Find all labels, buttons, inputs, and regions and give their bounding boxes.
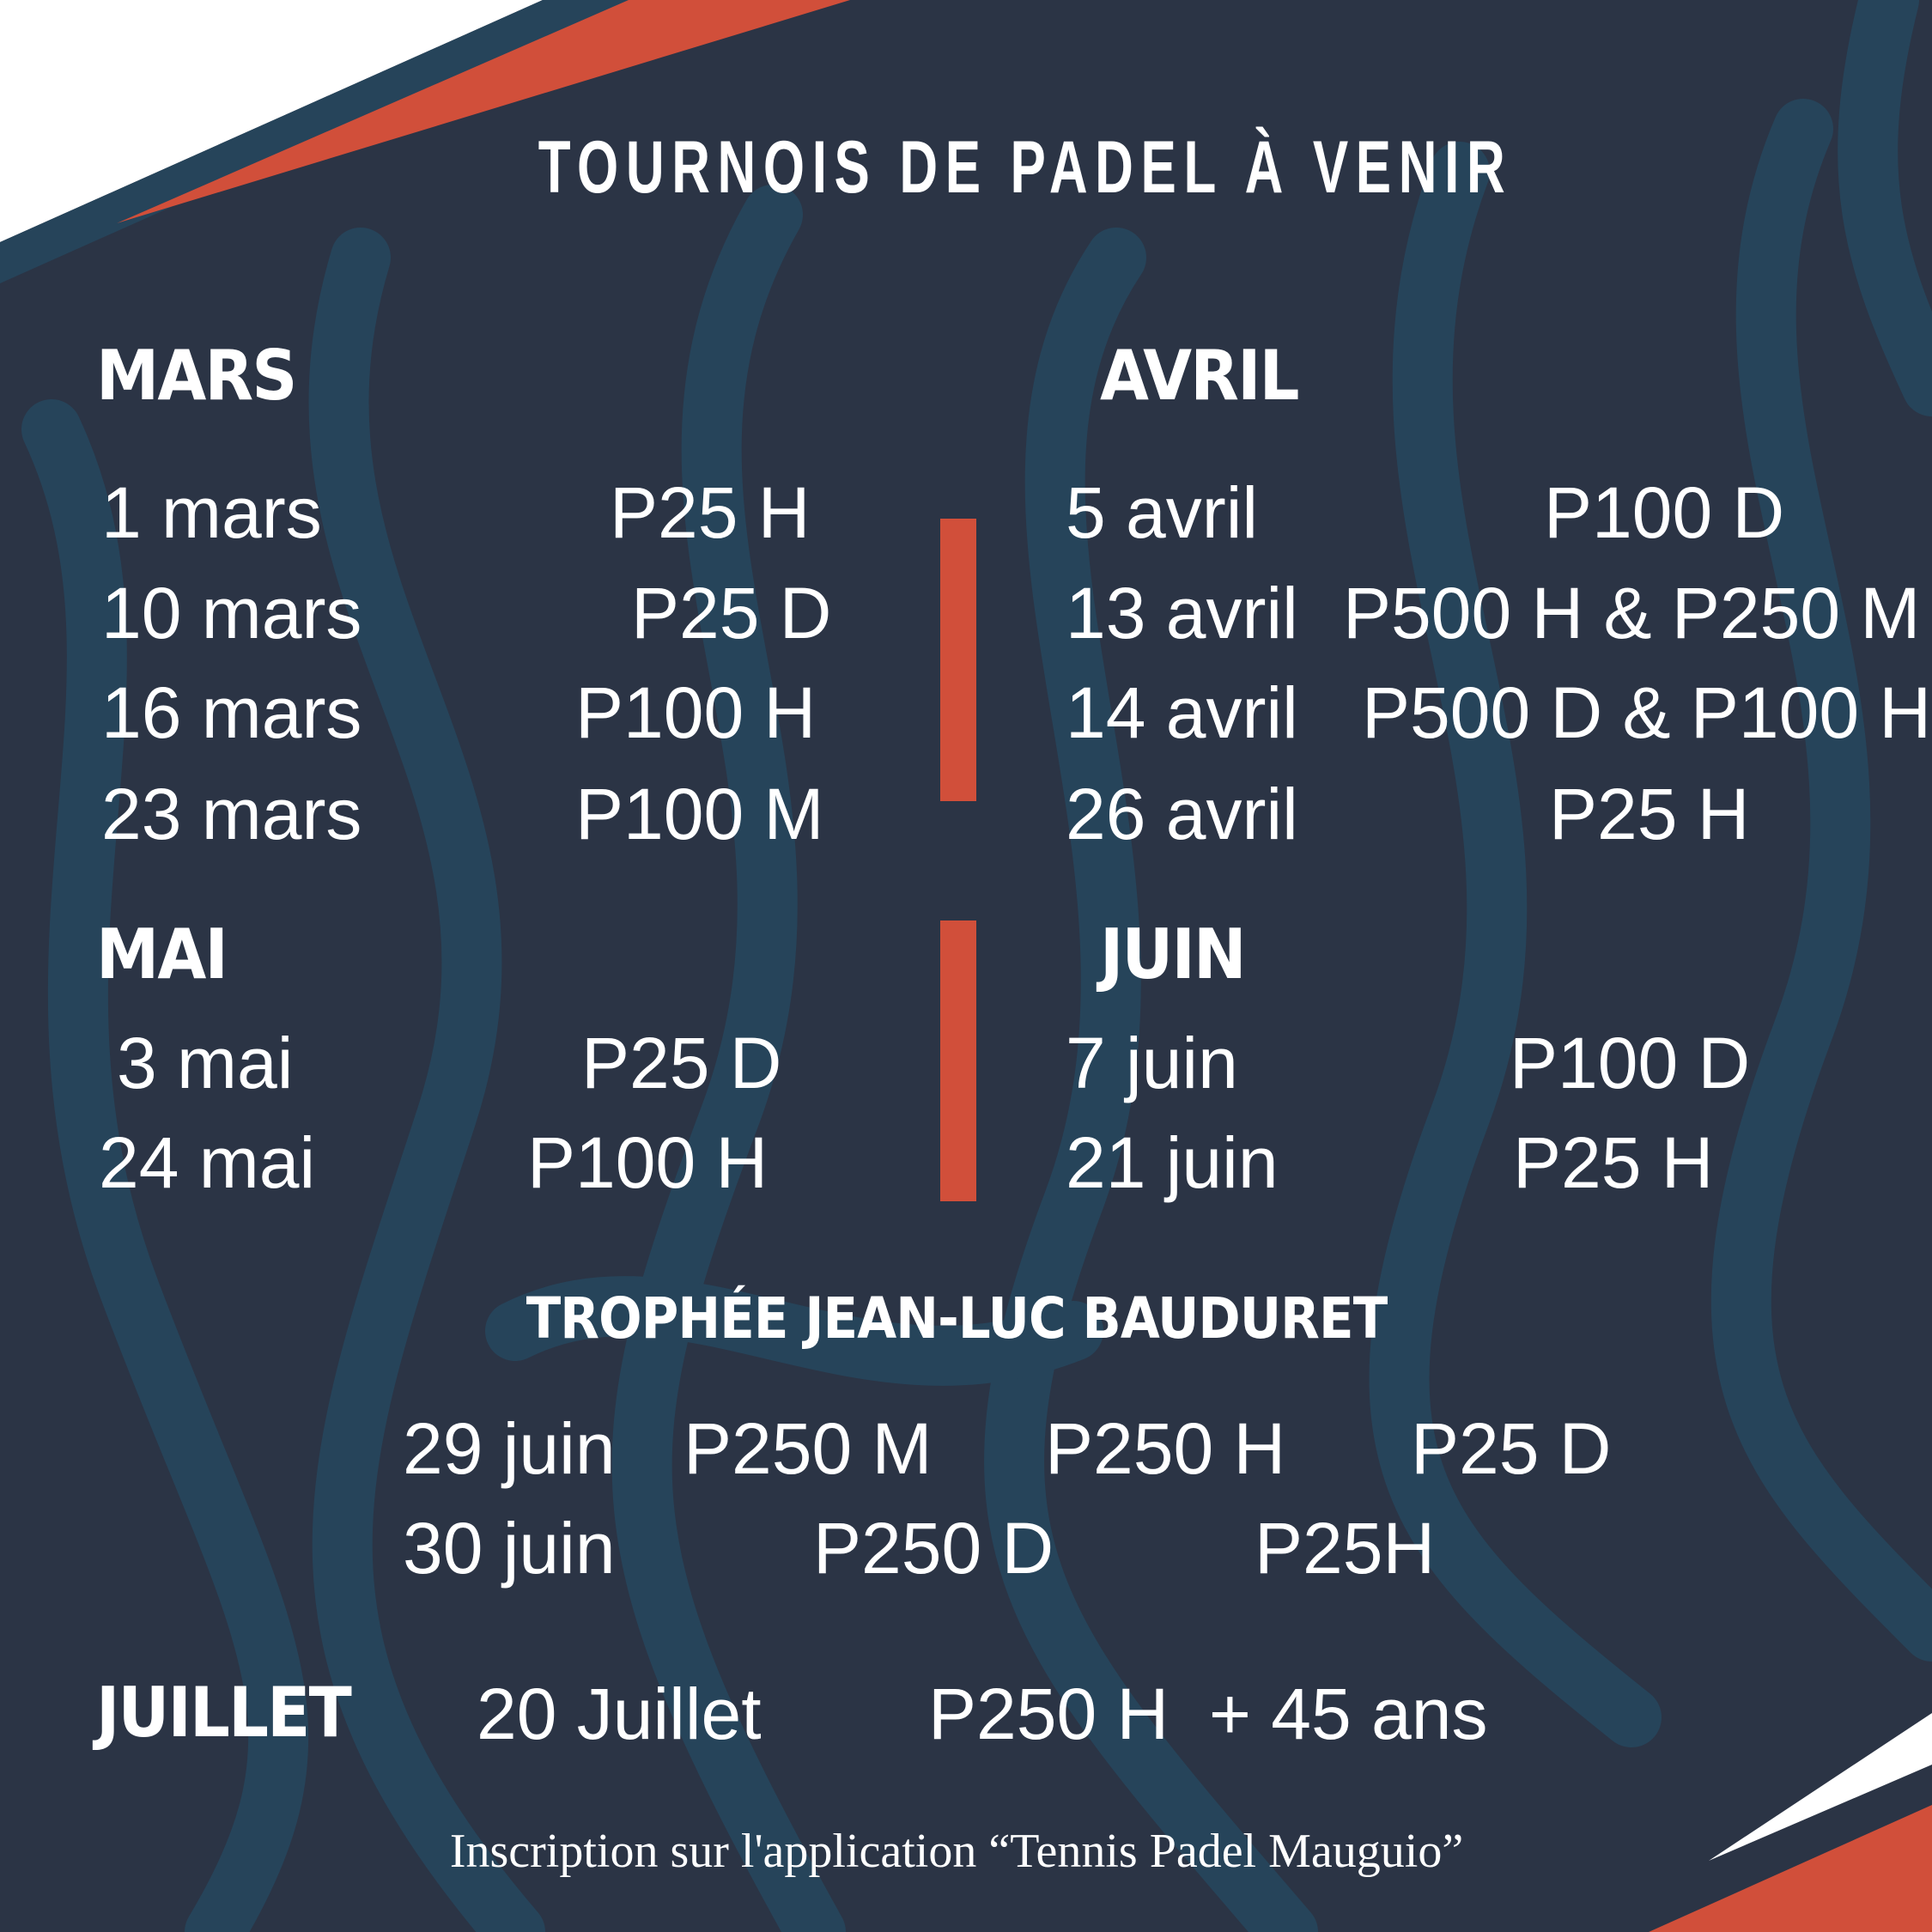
footer-registration-note: Inscription sur l'application “Tennis Pa… [449,1825,1464,1878]
orange-wedge-top [117,0,850,223]
divider-bar-bottom [940,920,976,1201]
heading-juin: JUIN [1100,914,1247,994]
heading-avril: AVRIL [1100,336,1300,416]
date: 5 avril [1066,472,1259,553]
event: P250 H [1045,1408,1286,1489]
swirl-pattern [21,0,1932,1932]
heading-mai: MAI [96,914,228,994]
event: P25 D [581,1023,782,1103]
divider-bar-top [940,519,976,801]
event: P100 M [575,774,824,854]
date: 20 Juillet [477,1674,762,1754]
date: 14 avril [1066,672,1298,753]
orange-corner-bottom [1649,1805,1932,1932]
event: P100 D [1510,1023,1751,1103]
event: P25 D [631,573,832,653]
heading-mars: MARS [96,336,297,416]
date: 23 mars [101,774,362,854]
event: P500 H & P250 M [1343,573,1921,653]
event: P100 H [527,1122,769,1203]
heading-juillet: JUILLET [96,1673,352,1753]
date: 26 avril [1066,774,1298,854]
event: P25 D [1411,1408,1612,1489]
event: P25H [1255,1508,1436,1589]
date: 10 mars [101,573,362,653]
white-sliver-bottom [1709,1713,1932,1861]
date: 24 mai [99,1122,316,1203]
date: 3 mai [117,1023,294,1103]
event: P250 D [813,1508,1054,1589]
event: P250 H + 45 ans [928,1674,1488,1754]
event: P100 D [1544,472,1785,553]
date: 13 avril [1066,573,1298,653]
event: P25 H [1549,774,1750,854]
date: 7 juin [1066,1023,1238,1103]
event: P25 H [610,472,811,553]
page-title: TOURNOIS DE PADEL À VENIR [538,126,1513,209]
trophy-heading: TROPHÉE JEAN-LUC BAUDURET [526,1285,1388,1352]
event: P250 M [683,1408,933,1489]
event: P100 H [575,672,817,753]
event: P500 D & P100 H [1362,672,1932,753]
date: 30 juin [403,1508,616,1589]
date: 29 juin [403,1408,616,1489]
event: P25 H [1513,1122,1714,1203]
date: 16 mars [101,672,362,753]
date: 21 juin [1066,1122,1279,1203]
date: 1 mars [101,472,322,553]
